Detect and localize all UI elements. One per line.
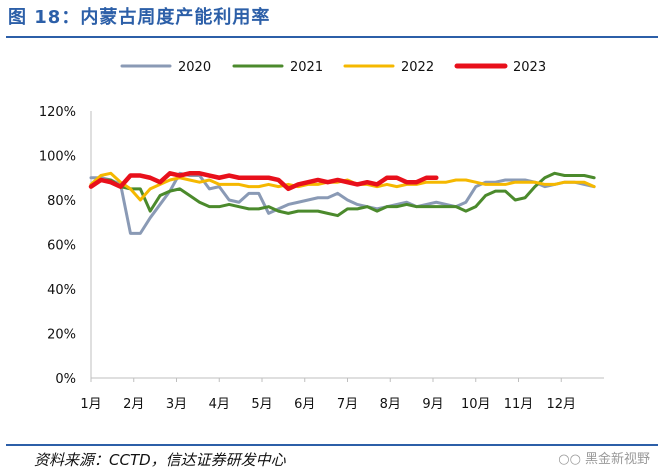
x-tick-label: 10月 xyxy=(461,397,491,412)
x-tick-label: 9月 xyxy=(422,397,443,412)
legend-label-2021: 2021 xyxy=(290,60,323,75)
x-tick-label: 6月 xyxy=(294,397,315,412)
x-tick-label: 4月 xyxy=(209,397,230,412)
series-line-2021 xyxy=(89,171,596,218)
line-chart: 0% 20% 40% 60% 80% 100% 120% 1月 2月 3月 4月 5月 6月 7月 8月 9月… xyxy=(39,60,604,412)
figure-title: 图 18：内蒙古周度产能利用率 xyxy=(8,7,271,28)
x-tick-label: 2月 xyxy=(123,397,144,412)
y-tick-label: 120% xyxy=(39,105,76,120)
bottom-rule xyxy=(6,444,658,446)
source-note: 资料来源：CCTD，信达证券研发中心 xyxy=(34,451,286,469)
series-line-2023 xyxy=(88,171,439,192)
top-rule xyxy=(6,36,658,38)
series-line-2020 xyxy=(89,171,596,235)
y-tick-label: 20% xyxy=(47,328,76,343)
x-tick-label: 11月 xyxy=(504,397,534,412)
x-tick-label: 7月 xyxy=(337,397,358,412)
x-tick-label: 1月 xyxy=(80,397,101,412)
x-tick-label: 5月 xyxy=(251,397,272,412)
watermark: ○○ 黑金新视野 xyxy=(558,449,650,471)
legend-label-2023: 2023 xyxy=(513,60,546,75)
y-tick-label: 60% xyxy=(47,239,76,254)
wechat-icon: ○○ xyxy=(558,452,581,467)
legend-label-2022: 2022 xyxy=(401,60,434,75)
x-tick-label: 12月 xyxy=(546,397,576,412)
x-tick-label: 8月 xyxy=(380,397,401,412)
y-tick-label: 80% xyxy=(47,194,76,209)
legend-label-2020: 2020 xyxy=(178,60,211,75)
y-tick-label: 0% xyxy=(55,372,76,387)
y-tick-label: 40% xyxy=(47,283,76,298)
watermark-text: 黑金新视野 xyxy=(584,452,650,467)
y-tick-label: 100% xyxy=(39,150,76,165)
x-tick-label: 3月 xyxy=(166,397,187,412)
